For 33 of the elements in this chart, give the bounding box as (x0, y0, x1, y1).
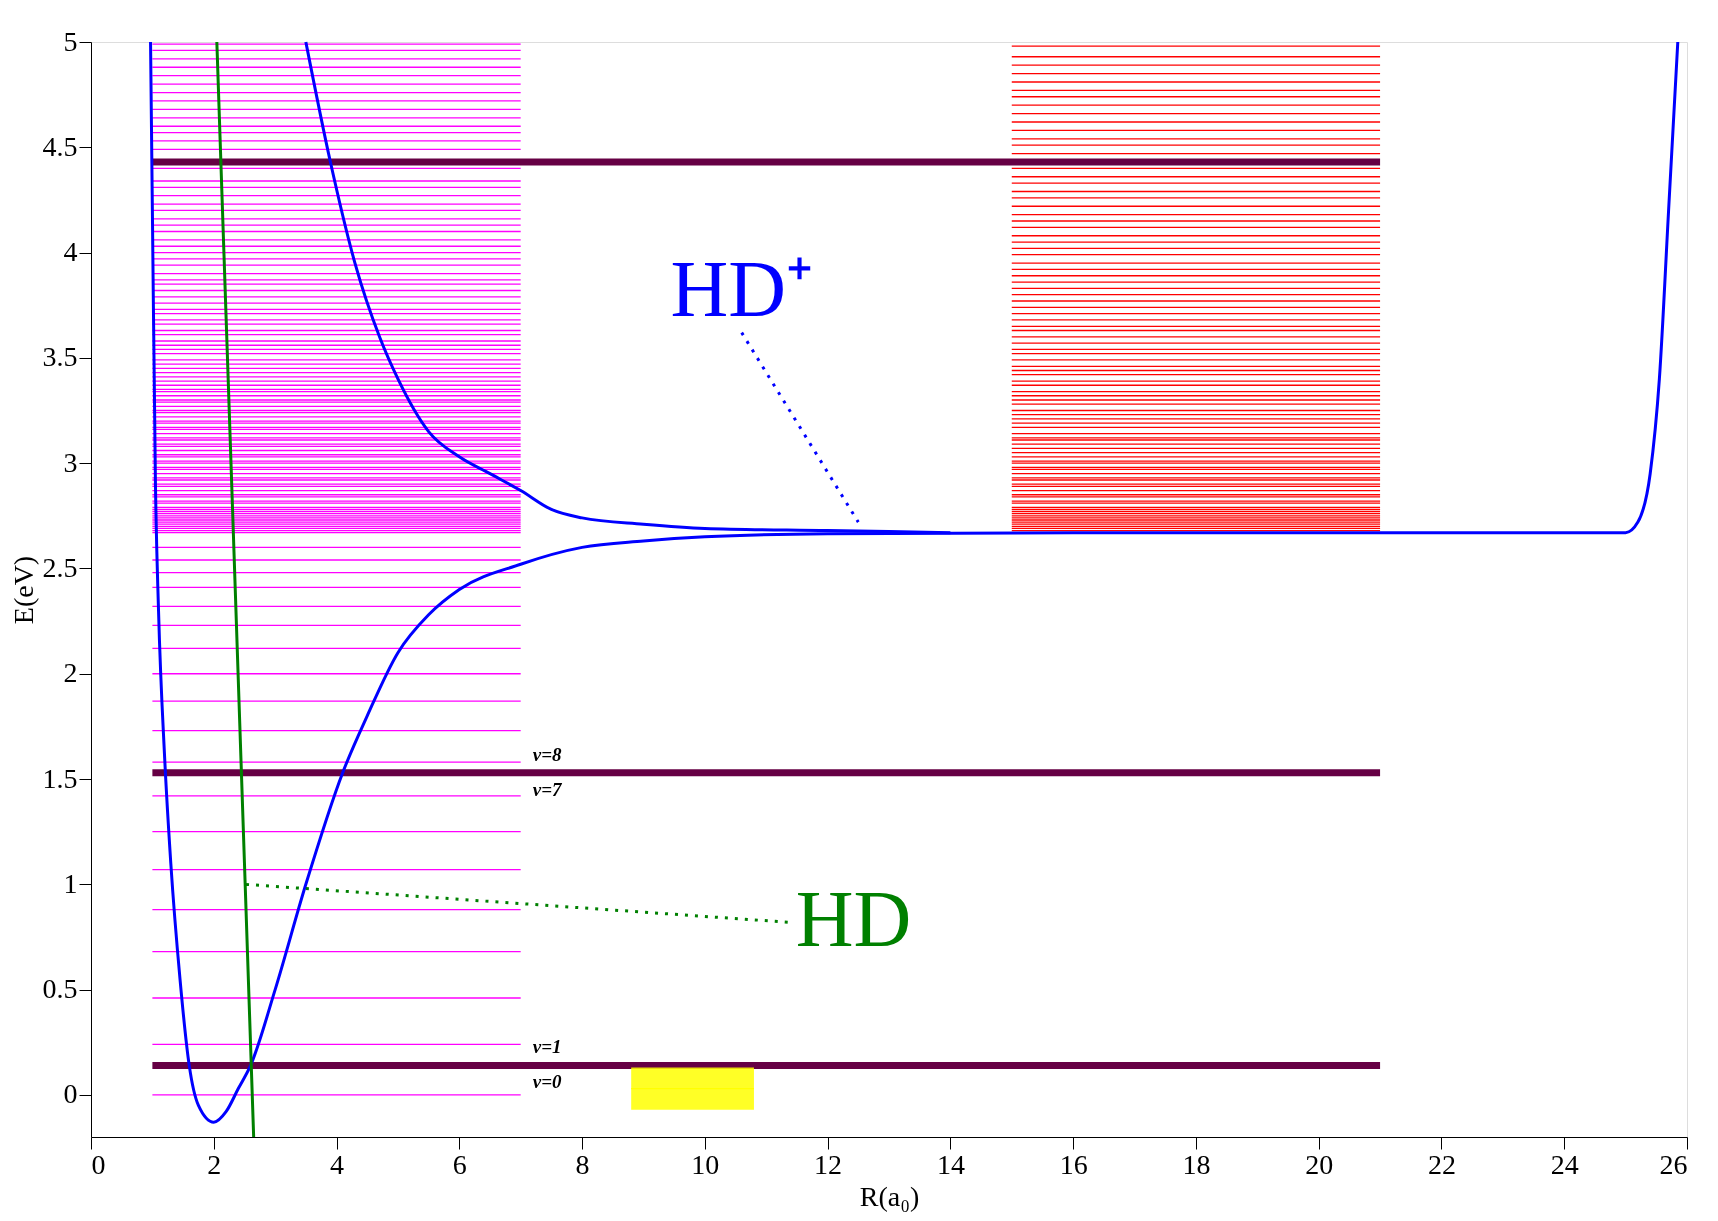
x-tick-label: 20 (1305, 1148, 1334, 1180)
y-tick-label: 3 (63, 446, 78, 478)
x-tick-label: 16 (1059, 1148, 1088, 1180)
x-tick-label: 4 (330, 1148, 345, 1180)
x-tick-label: 18 (1182, 1148, 1211, 1180)
x-tick-label: 14 (936, 1148, 965, 1180)
annotation: v=7 (532, 778, 563, 800)
x-axis-title: R(a₀) (859, 1180, 920, 1212)
x-tick-label: 8 (575, 1148, 590, 1180)
annotation: v=8 (532, 743, 562, 765)
y-axis-title: E(eV) (7, 555, 39, 625)
y-tick-label: 0.5 (42, 973, 78, 1005)
y-tick-label: 0 (63, 1078, 78, 1110)
x-tick-label: 22 (1427, 1148, 1456, 1180)
y-tick-label: 4.5 (42, 130, 78, 162)
x-tick-label: 12 (814, 1148, 843, 1180)
x-tick-label: 6 (452, 1148, 467, 1180)
y-tick-label: 2.5 (42, 551, 78, 583)
y-tick-label: 5 (63, 25, 78, 57)
x-tick-label: 26 (1659, 1148, 1688, 1180)
x-tick-label: 0 (91, 1148, 106, 1180)
x-tick-label: 10 (691, 1148, 720, 1180)
annotation: HD⁺ (670, 244, 813, 333)
annotation: HD (795, 875, 912, 964)
y-tick-label: 1 (63, 867, 78, 899)
x-tick-label: 24 (1550, 1148, 1579, 1180)
y-tick-label: 4 (63, 236, 78, 268)
y-tick-label: 1.5 (42, 762, 78, 794)
annotation: v=0 (532, 1071, 562, 1093)
y-tick-label: 2 (63, 657, 78, 689)
x-tick-label: 2 (207, 1148, 222, 1180)
y-tick-label: 3.5 (42, 341, 78, 373)
annotation: v=1 (532, 1036, 562, 1058)
